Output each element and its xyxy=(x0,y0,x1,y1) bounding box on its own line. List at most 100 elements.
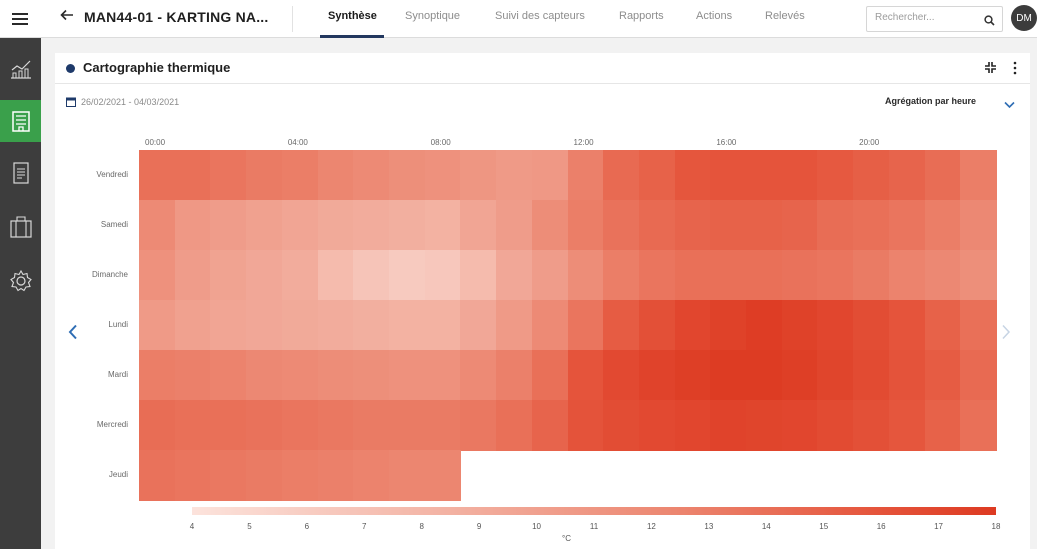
tab-synthese[interactable]: Synthèse xyxy=(328,10,377,22)
heatmap-cell[interactable] xyxy=(781,400,819,451)
heatmap-cell[interactable] xyxy=(460,300,497,351)
back-button[interactable] xyxy=(60,8,74,27)
heatmap-cell[interactable] xyxy=(674,250,711,301)
heatmap-cell[interactable] xyxy=(210,150,247,201)
tab-actions[interactable]: Actions xyxy=(696,10,733,22)
collapse-button[interactable] xyxy=(984,61,997,79)
date-range-picker[interactable]: 26/02/2021 - 04/03/2021 xyxy=(66,95,179,109)
heatmap-cell[interactable] xyxy=(853,150,890,201)
heatmap-cell[interactable] xyxy=(746,200,783,251)
heatmap-cell[interactable] xyxy=(817,200,854,251)
heatmap-cell[interactable] xyxy=(210,300,247,351)
heatmap-cell[interactable] xyxy=(424,150,461,201)
heatmap-cell[interactable] xyxy=(353,350,390,401)
search-input[interactable] xyxy=(875,12,975,23)
heatmap-cell[interactable] xyxy=(281,350,319,401)
heatmap-cell[interactable] xyxy=(924,200,961,251)
heatmap-cell[interactable] xyxy=(888,200,926,251)
heatmap-cell[interactable] xyxy=(531,350,569,401)
heatmap-cell[interactable] xyxy=(460,350,497,401)
heatmap-cell[interactable] xyxy=(496,150,533,201)
heatmap-cell[interactable] xyxy=(424,300,461,351)
heatmap-cell[interactable] xyxy=(139,350,176,401)
aggregation-dropdown[interactable]: Agrégation par heure xyxy=(885,96,977,106)
heatmap-cell[interactable] xyxy=(567,250,604,301)
heatmap-cell[interactable] xyxy=(496,350,533,401)
heatmap-cell[interactable] xyxy=(424,350,461,401)
heatmap-cell[interactable] xyxy=(710,150,747,201)
heatmap-cell[interactable] xyxy=(603,300,640,351)
card-menu-button[interactable] xyxy=(1012,61,1018,80)
heatmap-cell[interactable] xyxy=(174,350,211,401)
heatmap-cell[interactable] xyxy=(139,300,176,351)
heatmap-cell[interactable] xyxy=(388,250,426,301)
heatmap-cell[interactable] xyxy=(924,350,961,401)
heatmap-cell[interactable] xyxy=(710,400,747,451)
heatmap-cell[interactable] xyxy=(353,450,390,501)
heatmap-cell[interactable] xyxy=(353,250,390,301)
heatmap-cell[interactable] xyxy=(317,250,354,301)
heatmap-cell[interactable] xyxy=(531,400,569,451)
heatmap-cell[interactable] xyxy=(638,400,676,451)
heatmap-cell[interactable] xyxy=(210,350,247,401)
sidebar-item-documents[interactable] xyxy=(0,152,41,194)
heatmap-cell[interactable] xyxy=(281,400,319,451)
heatmap-cell[interactable] xyxy=(567,150,604,201)
heatmap-cell[interactable] xyxy=(888,300,926,351)
heatmap-cell[interactable] xyxy=(960,150,997,201)
heatmap-cell[interactable] xyxy=(567,200,604,251)
heatmap-cell[interactable] xyxy=(710,200,747,251)
heatmap-cell[interactable] xyxy=(424,250,461,301)
heatmap-cell[interactable] xyxy=(246,350,283,401)
heatmap-cell[interactable] xyxy=(746,150,783,201)
heatmap-cell[interactable] xyxy=(746,300,783,351)
heatmap-cell[interactable] xyxy=(281,200,319,251)
heatmap-cell[interactable] xyxy=(388,300,426,351)
heatmap-cell[interactable] xyxy=(281,150,319,201)
heatmap-cell[interactable] xyxy=(603,250,640,301)
heatmap-cell[interactable] xyxy=(174,200,211,251)
heatmap-cell[interactable] xyxy=(924,300,961,351)
heatmap-cell[interactable] xyxy=(853,400,890,451)
heatmap-cell[interactable] xyxy=(567,350,604,401)
heatmap-cell[interactable] xyxy=(496,300,533,351)
user-avatar[interactable]: DM xyxy=(1011,5,1037,31)
heatmap-cell[interactable] xyxy=(496,400,533,451)
heatmap-cell[interactable] xyxy=(888,400,926,451)
heatmap-cell[interactable] xyxy=(174,300,211,351)
heatmap-cell[interactable] xyxy=(960,300,997,351)
heatmap-cell[interactable] xyxy=(210,250,247,301)
heatmap-cell[interactable] xyxy=(674,400,711,451)
heatmap-cell[interactable] xyxy=(674,300,711,351)
heatmap-cell[interactable] xyxy=(638,350,676,401)
heatmap-cell[interactable] xyxy=(424,200,461,251)
heatmap-cell[interactable] xyxy=(853,250,890,301)
heatmap-cell[interactable] xyxy=(353,300,390,351)
heatmap-cell[interactable] xyxy=(246,400,283,451)
heatmap-cell[interactable] xyxy=(817,250,854,301)
tab-synoptique[interactable]: Synoptique xyxy=(405,10,461,22)
heatmap-cell[interactable] xyxy=(638,150,676,201)
heatmap-cell[interactable] xyxy=(960,200,997,251)
search-button[interactable] xyxy=(984,13,995,31)
heatmap-cell[interactable] xyxy=(388,450,426,501)
heatmap-cell[interactable] xyxy=(139,150,176,201)
heatmap-cell[interactable] xyxy=(781,150,819,201)
heatmap-cell[interactable] xyxy=(424,400,461,451)
heatmap-cell[interactable] xyxy=(317,400,354,451)
heatmap-cell[interactable] xyxy=(424,450,461,501)
sidebar-item-buildings[interactable] xyxy=(0,100,41,142)
tab-rapports[interactable]: Rapports xyxy=(619,10,664,22)
sidebar-item-analytics[interactable] xyxy=(0,48,41,90)
heatmap-cell[interactable] xyxy=(246,300,283,351)
heatmap-cell[interactable] xyxy=(246,450,283,501)
heatmap-cell[interactable] xyxy=(210,400,247,451)
heatmap-cell[interactable] xyxy=(353,150,390,201)
heatmap-cell[interactable] xyxy=(674,150,711,201)
heatmap-cell[interactable] xyxy=(246,200,283,251)
tab-releves[interactable]: Relevés xyxy=(765,10,805,22)
sidebar-item-projects[interactable] xyxy=(0,206,41,248)
heatmap-cell[interactable] xyxy=(817,300,854,351)
heatmap-cell[interactable] xyxy=(388,150,426,201)
heatmap-cell[interactable] xyxy=(531,150,569,201)
